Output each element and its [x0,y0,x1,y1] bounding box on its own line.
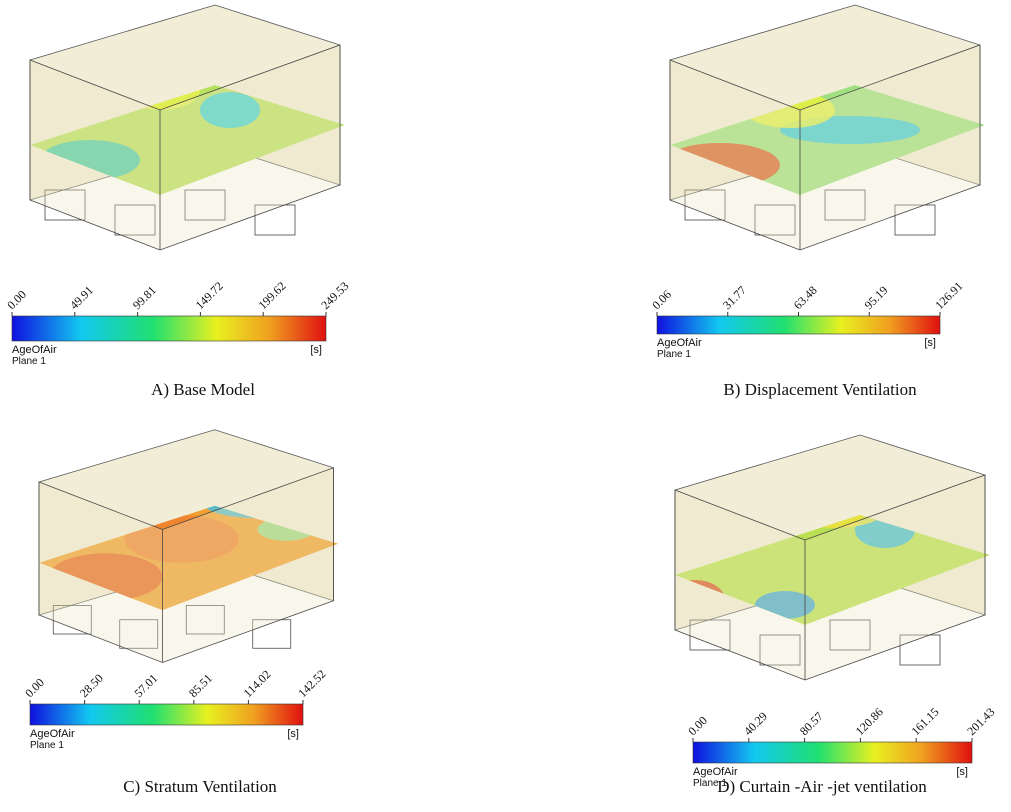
colorbar-tick-label: 85.51 [186,671,215,700]
colorbar-tick-label: 0.06 [649,287,674,312]
colorbar-tick-label: 120.86 [853,705,886,738]
colorbar-tick-label: 126.91 [932,279,965,312]
colorbar-tick-label: 40.29 [741,709,770,738]
colorbar-tick-label: 99.81 [130,283,159,312]
panel-caption: B) Displacement Ventilation [723,380,917,399]
colorbar-location: Plane 1 [657,349,691,360]
colorbar-location: Plane 1 [12,356,46,367]
colorbar-tick-label: 161.15 [908,705,941,738]
colorbar-tick-label: 142.52 [295,667,328,700]
colorbar-location: Plane 1 [30,740,64,751]
panel-caption: A) Base Model [151,380,255,399]
colorbar-unit: [s] [287,728,299,740]
colorbar-tick-label: 0.00 [4,287,29,312]
colorbar-tick-label: 31.77 [720,283,749,312]
colorbar-tick-label: 0.00 [22,675,47,700]
colorbar [657,316,940,334]
colorbar-tick-label: 28.50 [77,671,106,700]
panel [660,5,985,250]
panel [665,435,990,680]
colorbar-tick-label: 57.01 [131,671,160,700]
panel [30,5,345,250]
colorbar-tick-label: 201.43 [964,705,997,738]
colorbar-unit: [s] [956,766,968,778]
colorbar [693,742,972,763]
colorbar-tick-label: 149.72 [193,279,226,312]
panel-caption: D) Curtain -Air -jet ventilation [717,777,927,796]
page: {"panels": [ {"caption": "A) Base Model"… [0,0,1011,812]
colorbar-unit: [s] [310,344,322,356]
colorbar-tick-label: 49.91 [67,283,96,312]
colorbar-tick-label: 0.00 [685,713,710,738]
colorbar-tick-label: 95.19 [861,283,890,312]
colorbar-variable: AgeOfAir [30,728,75,740]
colorbar-tick-label: 199.62 [255,279,288,312]
colorbar-variable: AgeOfAir [12,344,57,356]
colorbar [12,316,326,341]
colorbar-unit: [s] [924,337,936,349]
colorbar-variable: AgeOfAir [657,337,702,349]
colorbar-tick-label: 63.48 [791,283,820,312]
colorbar-tick-label: 249.53 [318,279,351,312]
colorbar-tick-label: 114.02 [241,667,274,700]
colorbar [30,704,303,725]
panel-caption: C) Stratum Ventilation [123,777,277,796]
colorbar-tick-label: 80.57 [797,709,826,738]
panel [39,430,338,663]
figure: 0.00 49.91 99.81 149.72 199.62 249.53 AgeOfAir… [0,0,1011,812]
